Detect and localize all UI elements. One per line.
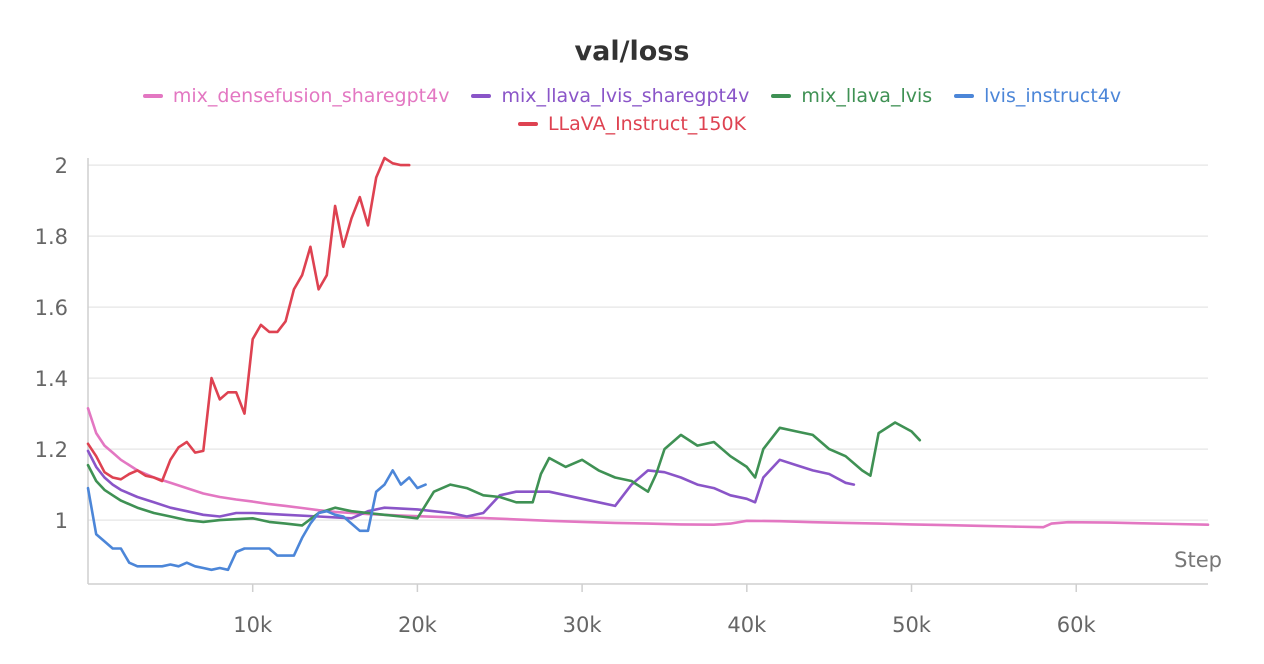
legend-swatch	[471, 94, 492, 98]
legend-label: mix_llava_lvis_sharegpt4v	[501, 85, 750, 107]
tick-labels: 1 1.2 1.4 1.6 1.8 2 10k 20k 30k 40k 50k 60k	[35, 154, 1097, 637]
x-axis-title: Step	[1174, 548, 1222, 572]
legend: mix_densefusion_sharegpt4v mix_llava_lvi…	[0, 85, 1264, 107]
legend-swatch	[142, 94, 163, 98]
x-tick-label: 40k	[727, 613, 767, 637]
legend-label: mix_densefusion_sharegpt4v	[172, 85, 450, 107]
legend-item-mix-llava-lvis-sharegpt4v[interactable]: mix_llava_lvis_sharegpt4v	[471, 85, 749, 107]
y-tick-label: 1.4	[35, 367, 68, 391]
x-tick-label: 50k	[892, 613, 932, 637]
series-line-mix-densefusion-sharegpt4v[interactable]	[86, 406, 1210, 529]
legend-swatch	[771, 94, 792, 98]
x-tick-label: 20k	[398, 613, 438, 637]
legend-swatch	[954, 94, 975, 98]
y-tick-label: 1.6	[35, 296, 68, 320]
legend-item-mix-densefusion-sharegpt4v[interactable]: mix_densefusion_sharegpt4v	[142, 85, 450, 107]
grid	[88, 164, 1208, 592]
legend-swatch	[517, 122, 538, 126]
series-line-llava-instruct-150k[interactable]	[86, 156, 411, 483]
legend-item-lvis-instruct4v[interactable]: lvis_instruct4v	[954, 85, 1121, 107]
legend-label: lvis_instruct4v	[984, 85, 1122, 107]
series-line-mix-llava-lvis[interactable]	[86, 421, 922, 527]
y-tick-label: 1	[55, 509, 68, 533]
y-tick-label: 2	[55, 154, 68, 178]
series-line-mix-llava-lvis-sharegpt4v[interactable]	[86, 449, 856, 520]
x-tick-label: 10k	[233, 613, 273, 637]
legend-item-mix-llava-lvis[interactable]: mix_llava_lvis	[771, 85, 932, 107]
series-lines	[86, 156, 1210, 572]
axes	[87, 158, 1208, 585]
x-tick-label: 30k	[563, 613, 603, 637]
legend-label: LLaVA_Instruct_150K	[547, 113, 747, 135]
x-tick-label: 60k	[1057, 613, 1097, 637]
series-line-lvis-instruct4v[interactable]	[86, 469, 427, 572]
chart-title: val/loss	[574, 36, 690, 67]
y-tick-label: 1.2	[35, 438, 68, 462]
legend-row-2: LLaVA_Instruct_150K	[0, 113, 1264, 135]
y-tick-label: 1.8	[35, 225, 68, 249]
legend-label: mix_llava_lvis	[801, 85, 933, 107]
legend-item-llava-instruct-150k[interactable]: LLaVA_Instruct_150K	[517, 113, 747, 135]
